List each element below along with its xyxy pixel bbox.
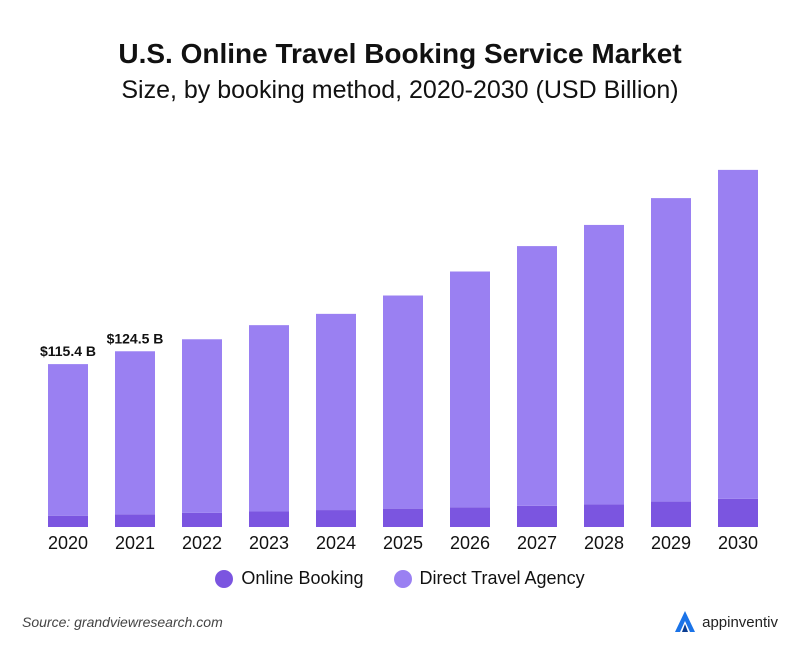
- bar-direct-travel-agency-2021: [115, 351, 155, 515]
- data-label-total-2021: $124.5 B: [107, 330, 164, 346]
- bar-direct-travel-agency-2029: [651, 198, 691, 502]
- x-tick-label-2021: 2021: [115, 533, 155, 553]
- bar-direct-travel-agency-2020: [48, 364, 88, 516]
- x-tick-label-2030: 2030: [718, 533, 758, 553]
- bar-online-booking-2030: [718, 498, 758, 527]
- chart-title: U.S. Online Travel Booking Service Marke…: [118, 38, 682, 69]
- bar-direct-travel-agency-2026: [450, 271, 490, 508]
- bar-online-booking-2023: [249, 511, 289, 527]
- bar-online-booking-2021: [115, 514, 155, 527]
- data-label-total-2020: $115.4 B: [40, 343, 96, 359]
- bar-direct-travel-agency-2025: [383, 295, 423, 509]
- brand-logo: appinventiv: [674, 610, 778, 634]
- bar-direct-travel-agency-2027: [517, 246, 557, 506]
- brand-name: appinventiv: [702, 613, 778, 631]
- x-tick-label-2023: 2023: [249, 533, 289, 553]
- bar-online-booking-2024: [316, 510, 356, 527]
- x-tick-label-2025: 2025: [383, 533, 423, 553]
- legend-label-online-booking: Online Booking: [241, 568, 364, 588]
- bar-online-booking-2028: [584, 504, 624, 527]
- bar-direct-travel-agency-2030: [718, 169, 758, 499]
- source-note: Source: grandviewresearch.com: [22, 614, 223, 630]
- bar-online-booking-2029: [651, 501, 691, 527]
- x-tick-label-2020: 2020: [48, 533, 88, 553]
- x-tick-label-2028: 2028: [584, 533, 624, 553]
- legend-label-direct-travel-agency: Direct Travel Agency: [419, 568, 585, 588]
- legend-swatch-online-booking: [215, 569, 234, 588]
- bar-chart: 2020 $115.4 B 2021 $124.5 B 2022 2023 2024 2025…: [40, 169, 758, 553]
- bar-direct-travel-agency-2023: [249, 325, 289, 512]
- bar-online-booking-2026: [450, 507, 490, 527]
- bar-direct-travel-agency-2022: [182, 339, 222, 513]
- bar-online-booking-2022: [182, 512, 222, 527]
- x-tick-label-2024: 2024: [316, 533, 356, 553]
- legend-item-direct-travel-agency: Direct Travel Agency: [393, 568, 585, 589]
- x-tick-label-2026: 2026: [450, 533, 490, 553]
- chart-subtitle: Size, by booking method, 2020-2030 (USD …: [121, 76, 679, 104]
- legend-swatch-direct-travel-agency: [393, 569, 412, 588]
- bar-online-booking-2027: [517, 505, 557, 527]
- x-tick-label-2022: 2022: [182, 533, 222, 553]
- bar-online-booking-2025: [383, 508, 423, 527]
- x-tick-label-2029: 2029: [651, 533, 691, 553]
- appinventiv-logo-icon: [675, 611, 696, 632]
- legend-item-online-booking: Online Booking: [215, 568, 364, 589]
- x-tick-label-2027: 2027: [517, 533, 557, 553]
- chart-legend: Online Booking Direct Travel Agency: [0, 568, 800, 589]
- bar-direct-travel-agency-2028: [584, 224, 624, 505]
- bar-direct-travel-agency-2024: [316, 313, 356, 511]
- bar-online-booking-2020: [48, 515, 88, 527]
